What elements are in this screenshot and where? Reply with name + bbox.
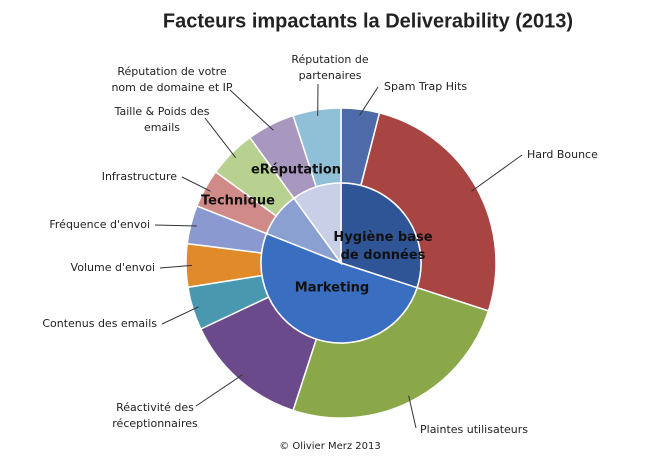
inner-slice <box>260 232 419 344</box>
outer-label: Plaintes utilisateurs <box>420 423 528 436</box>
leader-line <box>471 154 523 192</box>
leader-line <box>204 117 237 158</box>
outer-label: Spam Trap Hits <box>384 80 467 93</box>
inner-slice <box>292 182 342 266</box>
credit: © Olivier Merz 2013 <box>279 441 381 452</box>
leader-line <box>154 224 197 227</box>
inner-slice <box>340 182 422 289</box>
outer-label: Contenus des emails <box>42 317 157 330</box>
outer-label: Réputation de partenaires <box>291 53 368 82</box>
outer-label: Volume d'envoi <box>71 261 155 274</box>
outer-label: Fréquence d'envoi <box>49 218 150 231</box>
inner-label: eRéputation <box>251 163 341 178</box>
outer-label: Taille & Poids des emails <box>114 105 210 134</box>
outer-label: Hard Bounce <box>527 148 598 161</box>
leader-line <box>408 395 417 429</box>
outer-label: Réactivité des réceptionnaires <box>112 401 198 430</box>
leader-line <box>195 374 243 407</box>
leader-line <box>161 306 199 325</box>
chart-title: Facteurs impactants la Deliverability (2… <box>163 10 573 32</box>
inner-label: Hygiène base de données <box>333 230 432 263</box>
inner-label: Technique <box>201 194 275 209</box>
inner-label: Marketing <box>295 281 369 296</box>
outer-label: Réputation de votre nom de domaine et IP <box>111 65 232 94</box>
leader-line <box>181 176 211 192</box>
leader-line <box>229 89 274 131</box>
leader-line <box>159 264 193 269</box>
outer-label: Infrastructure <box>102 170 178 183</box>
leader-line <box>359 86 379 116</box>
